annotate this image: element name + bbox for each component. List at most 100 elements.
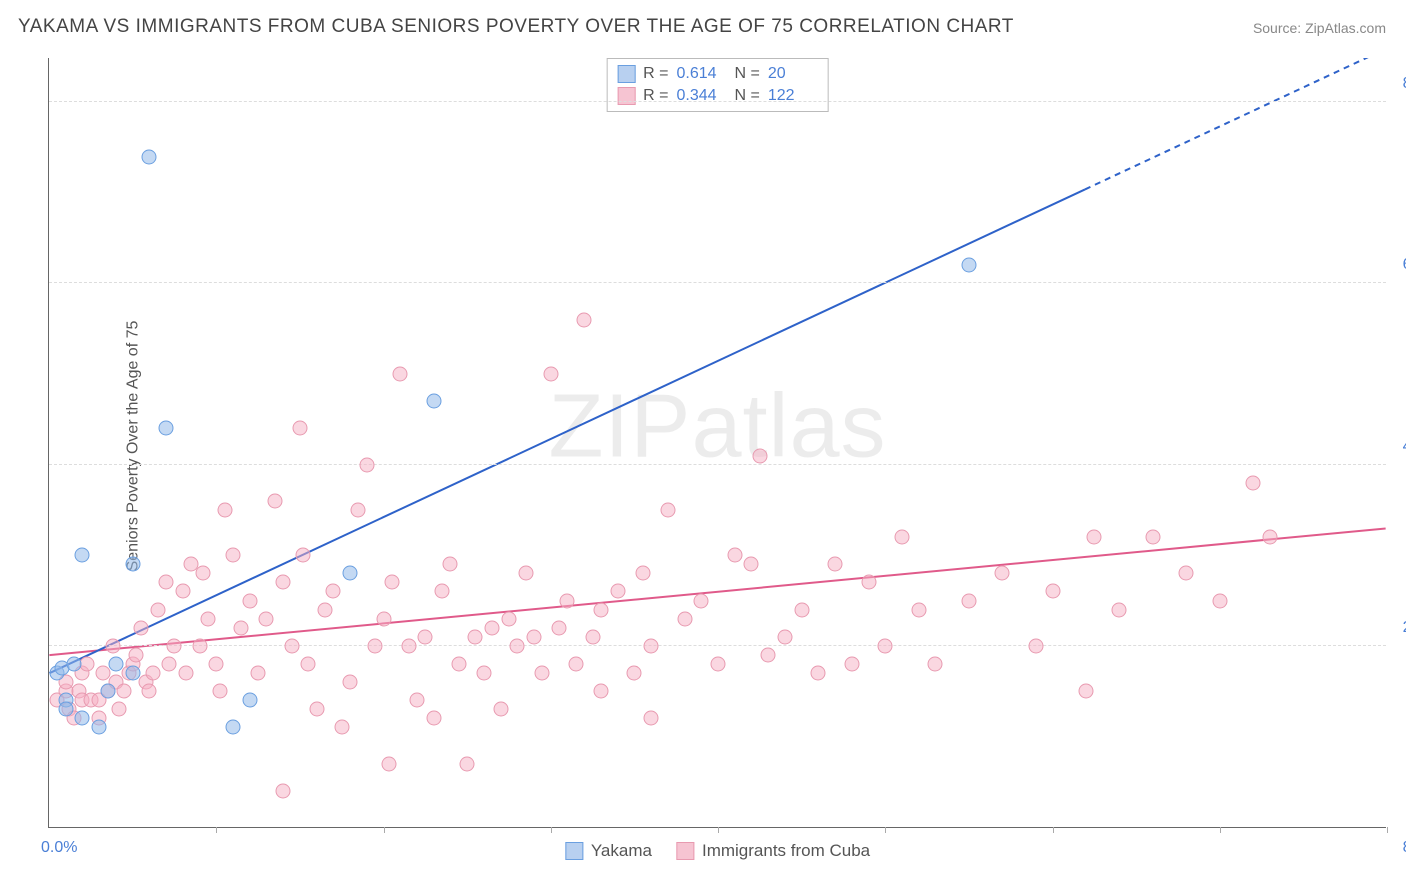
data-point — [644, 638, 659, 653]
data-point — [242, 593, 257, 608]
data-point — [610, 584, 625, 599]
data-point — [418, 629, 433, 644]
data-point — [334, 720, 349, 735]
data-point — [460, 756, 475, 771]
x-tick — [1220, 827, 1221, 833]
data-point — [92, 720, 107, 735]
legend: Yakama Immigrants from Cuba — [565, 841, 870, 861]
data-point — [894, 530, 909, 545]
data-point — [828, 557, 843, 572]
x-tick — [384, 827, 385, 833]
stat-r-value-cuba: 0.344 — [677, 85, 727, 107]
y-tick-label: 60.0% — [1403, 256, 1406, 274]
stat-n-label: N = — [735, 63, 760, 85]
data-point — [426, 394, 441, 409]
stat-r-label: R = — [643, 85, 668, 107]
data-point — [108, 656, 123, 671]
data-point — [761, 647, 776, 662]
data-point — [133, 620, 148, 635]
legend-label-cuba: Immigrants from Cuba — [702, 841, 870, 861]
y-tick-label: 20.0% — [1403, 619, 1406, 637]
data-point — [393, 367, 408, 382]
data-point — [635, 566, 650, 581]
data-point — [443, 557, 458, 572]
data-point — [409, 693, 424, 708]
data-point — [80, 656, 95, 671]
chart-container: YAKAMA VS IMMIGRANTS FROM CUBA SENIORS P… — [0, 0, 1406, 892]
stat-n-value-yakama: 20 — [768, 63, 818, 85]
data-point — [242, 693, 257, 708]
data-point — [644, 711, 659, 726]
source-label: Source: ZipAtlas.com — [1253, 20, 1386, 36]
data-point — [284, 638, 299, 653]
data-point — [401, 638, 416, 653]
data-point — [794, 602, 809, 617]
data-point — [251, 666, 266, 681]
data-point — [560, 593, 575, 608]
data-point — [593, 684, 608, 699]
stat-r-label: R = — [643, 63, 668, 85]
gridline-h — [49, 464, 1386, 465]
data-point — [276, 575, 291, 590]
data-point — [259, 611, 274, 626]
data-point — [727, 548, 742, 563]
data-point — [142, 684, 157, 699]
data-point — [510, 638, 525, 653]
data-point — [384, 575, 399, 590]
data-point — [192, 638, 207, 653]
stats-row-cuba: R = 0.344 N = 122 — [617, 85, 818, 107]
data-point — [145, 666, 160, 681]
data-point — [95, 666, 110, 681]
data-point — [744, 557, 759, 572]
data-point — [368, 638, 383, 653]
data-point — [568, 656, 583, 671]
legend-label-yakama: Yakama — [591, 841, 652, 861]
data-point — [518, 566, 533, 581]
data-point — [225, 720, 240, 735]
data-point — [911, 602, 926, 617]
data-point — [359, 457, 374, 472]
data-point — [476, 666, 491, 681]
data-point — [451, 656, 466, 671]
data-point — [100, 684, 115, 699]
data-point — [125, 557, 140, 572]
data-point — [212, 684, 227, 699]
data-point — [844, 656, 859, 671]
data-point — [162, 656, 177, 671]
data-point — [1087, 530, 1102, 545]
data-point — [296, 548, 311, 563]
data-point — [175, 584, 190, 599]
data-point — [1028, 638, 1043, 653]
data-point — [552, 620, 567, 635]
data-point — [67, 656, 82, 671]
data-point — [117, 684, 132, 699]
data-point — [381, 756, 396, 771]
data-point — [105, 638, 120, 653]
data-point — [711, 656, 726, 671]
data-point — [493, 702, 508, 717]
data-point — [209, 656, 224, 671]
gridline-h — [49, 101, 1386, 102]
data-point — [234, 620, 249, 635]
data-point — [535, 666, 550, 681]
stat-r-value-yakama: 0.614 — [677, 63, 727, 85]
chart-title: YAKAMA VS IMMIGRANTS FROM CUBA SENIORS P… — [18, 16, 1014, 38]
data-point — [485, 620, 500, 635]
data-point — [1045, 584, 1060, 599]
data-point — [694, 593, 709, 608]
data-point — [1262, 530, 1277, 545]
data-point — [660, 502, 675, 517]
data-point — [543, 367, 558, 382]
stats-row-yakama: R = 0.614 N = 20 — [617, 63, 818, 85]
data-point — [995, 566, 1010, 581]
data-point — [928, 656, 943, 671]
data-point — [217, 502, 232, 517]
data-point — [309, 702, 324, 717]
data-point — [267, 493, 282, 508]
data-point — [627, 666, 642, 681]
data-point — [777, 629, 792, 644]
data-point — [878, 638, 893, 653]
data-point — [128, 647, 143, 662]
y-tick-label: 80.0% — [1403, 75, 1406, 93]
swatch-yakama — [617, 65, 635, 83]
